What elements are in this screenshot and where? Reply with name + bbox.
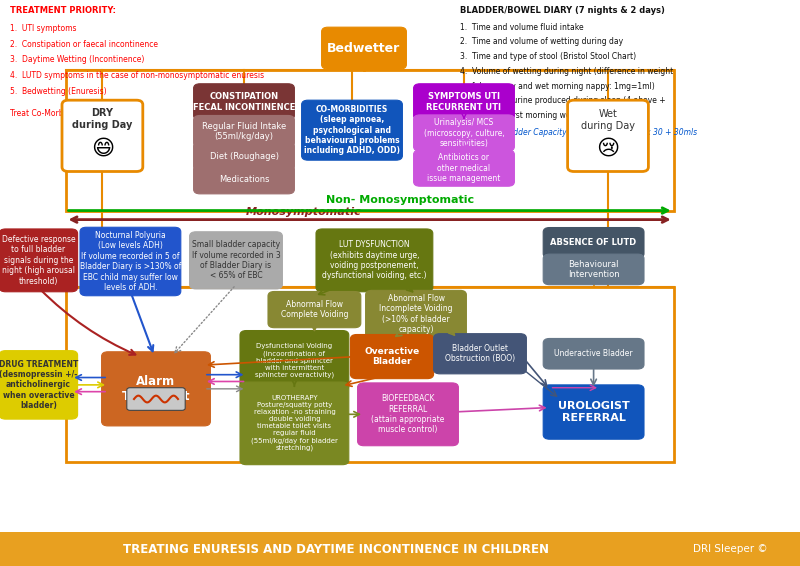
Text: UROLOGIST
REFERRAL: UROLOGIST REFERRAL <box>558 401 630 423</box>
FancyBboxPatch shape <box>543 254 644 285</box>
FancyBboxPatch shape <box>268 291 361 328</box>
FancyBboxPatch shape <box>414 84 514 120</box>
FancyBboxPatch shape <box>240 331 349 391</box>
FancyBboxPatch shape <box>322 27 406 69</box>
Text: 😄: 😄 <box>90 138 114 158</box>
FancyBboxPatch shape <box>414 115 514 151</box>
Text: Small bladder capacity
If volume recorded in 3
of Bladder Diary is
< 65% of EBC: Small bladder capacity If volume recorde… <box>192 240 280 281</box>
Text: SYMPTOMS UTI
RECURRENT UTI: SYMPTOMS UTI RECURRENT UTI <box>426 92 502 112</box>
Text: Medications: Medications <box>218 175 270 184</box>
Text: Underactive Bladder: Underactive Bladder <box>554 349 633 358</box>
Text: Behavioural
Intervention: Behavioural Intervention <box>568 260 619 279</box>
Text: Bladder Outlet
Obstruction (BOO): Bladder Outlet Obstruction (BOO) <box>445 344 515 363</box>
Text: ABSENCE OF LUTD: ABSENCE OF LUTD <box>550 238 637 247</box>
FancyBboxPatch shape <box>190 232 282 289</box>
FancyBboxPatch shape <box>194 84 294 120</box>
FancyBboxPatch shape <box>414 150 514 186</box>
FancyBboxPatch shape <box>194 165 294 194</box>
Text: of dry nappy and wet morning nappy: 1mg=1ml): of dry nappy and wet morning nappy: 1mg=… <box>460 82 654 91</box>
Text: Bedwetter: Bedwetter <box>327 42 401 54</box>
Text: 4.  LUTD symptoms in the case of non-monosymptomatic enuresis: 4. LUTD symptoms in the case of non-mono… <box>10 71 264 80</box>
Text: Alarm
Treatment: Alarm Treatment <box>122 375 190 403</box>
Text: BIOFEEDBACK
REFERRAL
(attain appropriate
muscle control): BIOFEEDBACK REFERRAL (attain appropriate… <box>371 394 445 435</box>
FancyBboxPatch shape <box>0 350 78 419</box>
FancyBboxPatch shape <box>126 388 186 410</box>
Text: 1.  UTI symptoms: 1. UTI symptoms <box>10 24 76 33</box>
FancyBboxPatch shape <box>194 115 294 147</box>
Text: BLADDER/BOWEL DIARY (7 nights & 2 days): BLADDER/BOWEL DIARY (7 nights & 2 days) <box>460 6 665 15</box>
Text: DRI Sleeper ©: DRI Sleeper © <box>694 544 768 554</box>
Text: (Expected Bladder Capacity (EBC) =age of child x 30 + 30mls: (Expected Bladder Capacity (EBC) =age of… <box>460 128 697 138</box>
Text: DRUG TREATMENT
(desmopressin +/-
anticholinergic
when overactive
bladder): DRUG TREATMENT (desmopressin +/- anticho… <box>0 359 78 410</box>
FancyBboxPatch shape <box>240 382 349 465</box>
Text: Treat Co-Morbidities alongside: Treat Co-Morbidities alongside <box>10 109 126 118</box>
Text: Nocturnal Polyuria
(Low levels ADH)
If volume recorded in 5 of
Bladder Diary is : Nocturnal Polyuria (Low levels ADH) If v… <box>80 231 181 292</box>
Text: Diet (Roughage): Diet (Roughage) <box>210 152 278 161</box>
Text: Abnormal Flow
Incomplete Voiding
(>10% of bladder
capacity): Abnormal Flow Incomplete Voiding (>10% o… <box>379 294 453 335</box>
Text: Non- Monosymptomatic: Non- Monosymptomatic <box>326 195 474 205</box>
Text: Dysfunctional Volding
(incoordination of
bladder and sphincter
with intermittent: Dysfunctional Volding (incoordination of… <box>255 343 334 378</box>
FancyBboxPatch shape <box>358 383 458 446</box>
FancyBboxPatch shape <box>194 142 294 171</box>
FancyBboxPatch shape <box>434 334 526 374</box>
Text: DRY
during Day: DRY during Day <box>72 108 133 130</box>
Text: Defective response
to full bladder
signals during the
night (high arousal
thresh: Defective response to full bladder signa… <box>2 235 75 286</box>
FancyBboxPatch shape <box>0 532 800 566</box>
Text: Overactive
Bladder: Overactive Bladder <box>364 347 420 366</box>
Text: 1.  Time and volume fluid intake: 1. Time and volume fluid intake <box>460 23 584 32</box>
Text: volume of first morning wee): volume of first morning wee) <box>460 111 578 120</box>
FancyBboxPatch shape <box>102 351 210 426</box>
Text: Regular Fluid Intake
(55ml/kg/day): Regular Fluid Intake (55ml/kg/day) <box>202 122 286 141</box>
FancyBboxPatch shape <box>543 338 644 369</box>
Text: 5.  Volume of urine produced during sleep (4 above +: 5. Volume of urine produced during sleep… <box>460 96 666 105</box>
Text: 3.  Daytime Wetting (Incontinence): 3. Daytime Wetting (Incontinence) <box>10 55 144 65</box>
Text: LUT DYSFUNCTION
(exhibits daytime urge,
voiding postponement,
dysfunctional void: LUT DYSFUNCTION (exhibits daytime urge, … <box>322 240 426 281</box>
Text: 2.  Constipation or faecal incontinence: 2. Constipation or faecal incontinence <box>10 40 158 49</box>
Text: CONSTIPATION
FECAL INCONTINENCE: CONSTIPATION FECAL INCONTINENCE <box>193 92 295 112</box>
FancyBboxPatch shape <box>350 335 434 379</box>
FancyBboxPatch shape <box>543 385 644 439</box>
Text: TREATMENT PRIORITY:: TREATMENT PRIORITY: <box>10 6 115 15</box>
FancyBboxPatch shape <box>0 229 78 292</box>
Text: 😢: 😢 <box>596 138 620 158</box>
Text: Urinalysis/ MCS
(microscopy, culture,
sensitivities): Urinalysis/ MCS (microscopy, culture, se… <box>424 118 504 148</box>
Text: 4.  Volume of wetting during night (difference in weight: 4. Volume of wetting during night (diffe… <box>460 67 674 76</box>
Text: Antibiotics or
other medical
issue management: Antibiotics or other medical issue manag… <box>427 153 501 183</box>
Text: 2.  Time and volume of wetting during day: 2. Time and volume of wetting during day <box>460 37 623 46</box>
FancyBboxPatch shape <box>543 228 644 258</box>
FancyBboxPatch shape <box>302 100 402 160</box>
FancyBboxPatch shape <box>568 100 648 171</box>
FancyBboxPatch shape <box>80 227 181 295</box>
Text: UROTHERAPY
Posture/squatty potty
relaxation -no straining
double voiding
timetab: UROTHERAPY Posture/squatty potty relaxat… <box>251 396 338 451</box>
FancyBboxPatch shape <box>366 290 466 338</box>
Text: CO-MORBIDITIES
(sleep apnoea,
psychological and
behavioural problems
including A: CO-MORBIDITIES (sleep apnoea, psychologi… <box>304 105 400 156</box>
Text: Abnormal Flow
Complete Voiding: Abnormal Flow Complete Voiding <box>281 300 348 319</box>
Text: TREATING ENURESIS AND DAYTIME INCONTINENCE IN CHILDREN: TREATING ENURESIS AND DAYTIME INCONTINEN… <box>123 543 549 555</box>
Text: 3.  Time and type of stool (Bristol Stool Chart): 3. Time and type of stool (Bristol Stool… <box>460 52 636 61</box>
Text: Wet
during Day: Wet during Day <box>581 109 635 131</box>
FancyBboxPatch shape <box>316 229 433 292</box>
Text: Monosymptomatic: Monosymptomatic <box>246 207 362 217</box>
FancyBboxPatch shape <box>62 100 142 171</box>
Text: 5.  Bedwetting (Enuresis): 5. Bedwetting (Enuresis) <box>10 87 106 96</box>
